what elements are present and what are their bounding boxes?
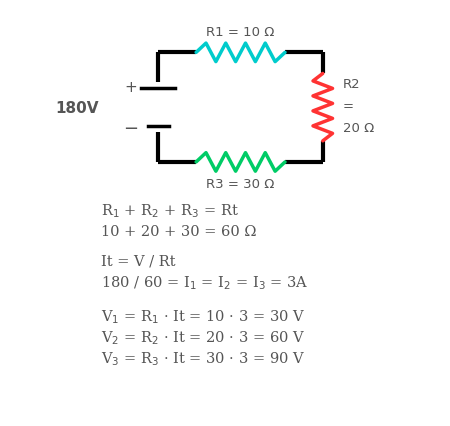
Text: R$_1$ + R$_2$ + R$_3$ = Rt: R$_1$ + R$_2$ + R$_3$ = Rt: [100, 202, 239, 220]
Text: 180 / 60 = I$_1$ = I$_2$ = I$_3$ = 3A: 180 / 60 = I$_1$ = I$_2$ = I$_3$ = 3A: [100, 273, 308, 291]
Text: 20 Ω: 20 Ω: [343, 121, 374, 135]
Text: V$_3$ = R$_3$ · It = 30 · 3 = 90 V: V$_3$ = R$_3$ · It = 30 · 3 = 90 V: [100, 349, 305, 367]
Text: It = V / Rt: It = V / Rt: [100, 254, 175, 268]
Text: V$_2$ = R$_2$ · It = 20 · 3 = 60 V: V$_2$ = R$_2$ · It = 20 · 3 = 60 V: [100, 328, 305, 346]
Text: 10 + 20 + 30 = 60 Ω: 10 + 20 + 30 = 60 Ω: [100, 225, 256, 239]
Text: V$_1$ = R$_1$ · It = 10 · 3 = 30 V: V$_1$ = R$_1$ · It = 10 · 3 = 30 V: [100, 307, 305, 325]
Text: R3 = 30 Ω: R3 = 30 Ω: [207, 177, 275, 190]
Text: R2: R2: [343, 78, 360, 91]
Text: R1 = 10 Ω: R1 = 10 Ω: [207, 26, 275, 38]
Text: −: −: [123, 120, 138, 138]
Text: 180V: 180V: [56, 101, 99, 115]
Text: +: +: [124, 79, 137, 94]
Text: =: =: [343, 99, 354, 112]
